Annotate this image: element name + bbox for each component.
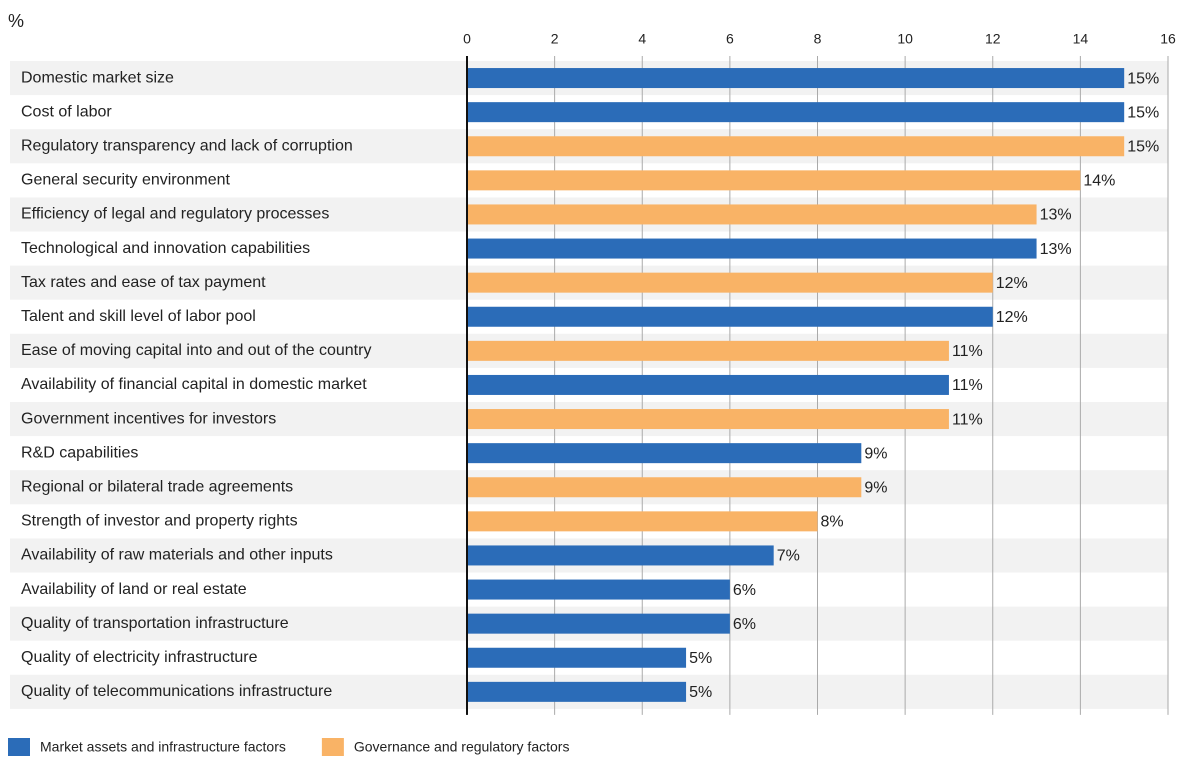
bar xyxy=(467,170,1081,191)
legend-label: Market assets and infrastructure factors xyxy=(40,739,286,755)
category-label: Government incentives for investors xyxy=(21,410,276,427)
bar xyxy=(467,272,993,293)
data-label: 6% xyxy=(733,582,756,599)
bar xyxy=(467,443,862,464)
bar xyxy=(467,340,949,361)
data-label: 11% xyxy=(952,343,983,360)
x-tick-label: 12 xyxy=(985,31,1001,47)
x-tick-label: 14 xyxy=(1073,31,1089,47)
bar xyxy=(467,68,1125,89)
data-label: 11% xyxy=(952,377,983,394)
bar xyxy=(467,647,687,668)
data-label: 14% xyxy=(1083,173,1115,190)
category-label: Availability of financial capital in dom… xyxy=(21,376,367,393)
category-label: Quality of electricity infrastructure xyxy=(21,649,258,666)
legend-swatch xyxy=(321,738,344,756)
category-label: Regulatory transparency and lack of corr… xyxy=(21,137,353,154)
category-label: Ease of moving capital into and out of t… xyxy=(21,342,371,359)
data-label: 13% xyxy=(1040,241,1072,258)
x-tick-label: 8 xyxy=(814,31,822,47)
legend-swatch xyxy=(8,738,30,756)
data-label: 7% xyxy=(777,548,800,565)
data-label: 5% xyxy=(689,650,712,667)
data-label: 8% xyxy=(821,514,844,531)
category-label: Quality of transportation infrastructure xyxy=(21,615,289,632)
bar xyxy=(467,579,730,600)
data-label: 5% xyxy=(689,684,712,701)
bar xyxy=(467,238,1037,259)
x-tick-label: 6 xyxy=(726,31,734,47)
bar xyxy=(467,306,993,327)
category-label: Efficiency of legal and regulatory proce… xyxy=(21,206,329,223)
data-label: 15% xyxy=(1127,70,1159,87)
bar xyxy=(467,681,687,702)
bar xyxy=(467,374,949,395)
category-label: Cost of labor xyxy=(21,103,112,120)
bar xyxy=(467,613,730,634)
category-label: Strength of investor and property rights xyxy=(21,513,298,530)
category-label: General security environment xyxy=(21,172,231,189)
x-tick-label: 16 xyxy=(1160,31,1176,47)
category-label: Technological and innovation capabilitie… xyxy=(21,240,310,257)
data-label: 13% xyxy=(1040,207,1072,224)
data-label: 11% xyxy=(952,411,983,428)
data-label: 15% xyxy=(1127,138,1159,155)
bar xyxy=(467,204,1037,225)
bar xyxy=(467,477,862,498)
bar xyxy=(467,545,774,566)
x-tick-label: 0 xyxy=(463,31,471,47)
data-label: 9% xyxy=(864,445,887,462)
data-label: 9% xyxy=(864,479,887,496)
data-label: 12% xyxy=(996,309,1028,326)
bar xyxy=(467,511,818,532)
category-label: Regional or bilateral trade agreements xyxy=(21,478,293,495)
data-label: 15% xyxy=(1127,104,1159,121)
bar xyxy=(467,409,949,430)
x-tick-label: 2 xyxy=(551,31,559,47)
category-label: Availability of land or real estate xyxy=(21,581,247,598)
category-label: Availability of raw materials and other … xyxy=(21,547,333,564)
category-label: R&D capabilities xyxy=(21,444,138,461)
bar xyxy=(467,102,1125,123)
data-label: 12% xyxy=(996,275,1028,292)
category-label: Tax rates and ease of tax payment xyxy=(21,274,266,291)
category-label: Quality of telecommunications infrastruc… xyxy=(21,683,332,700)
legend-label: Governance and regulatory factors xyxy=(354,739,570,755)
category-label: Domestic market size xyxy=(21,69,174,86)
x-tick-label: 10 xyxy=(897,31,913,47)
category-label: Talent and skill level of labor pool xyxy=(21,308,256,325)
bar xyxy=(467,136,1125,157)
x-tick-label: 4 xyxy=(638,31,646,47)
axis-label: % xyxy=(8,11,24,31)
data-label: 6% xyxy=(733,616,756,633)
